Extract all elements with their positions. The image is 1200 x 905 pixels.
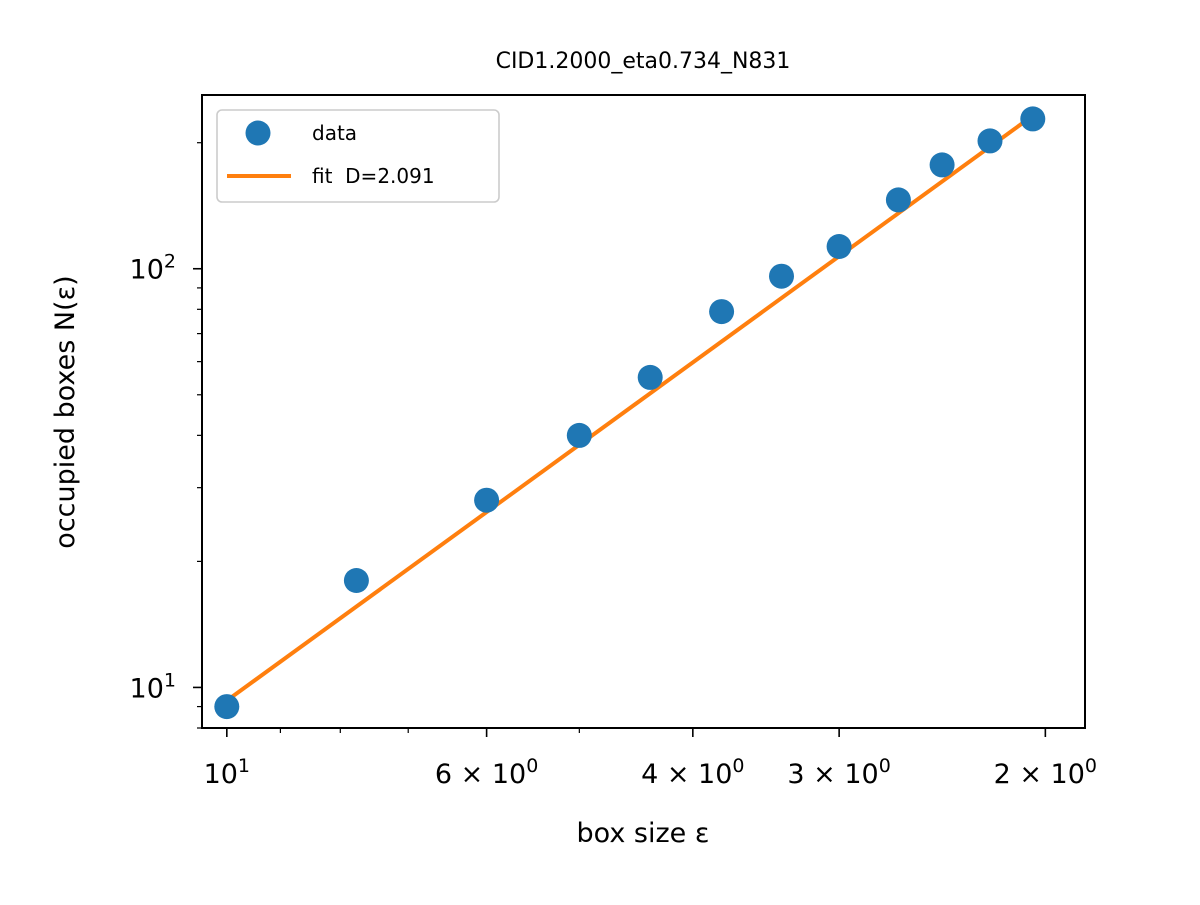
data-point [637,364,663,390]
chart-title: CID1.2000_eta0.734_N831 [496,49,791,74]
fit-line [224,112,1036,704]
data-point [709,299,735,325]
data-point [214,694,240,720]
y-tick-label: 102 [130,251,176,286]
legend-label-fit: fit D=2.091 [312,164,435,188]
x-tick-label: 3 × 100 [787,755,890,790]
legend: data fit D=2.091 [216,109,500,203]
y-axis-label: occupied boxes N(ε) [50,275,81,548]
data-point [885,187,911,213]
legend-box [216,109,500,203]
data-point [826,234,852,259]
legend-label-data: data [312,121,357,145]
x-tick-label: 6 × 100 [435,755,538,790]
data-point [343,568,369,593]
data-point [769,263,794,289]
data-point [929,152,955,178]
x-tick-label: 101 [204,755,250,790]
x-axis-label: box size ε [577,818,710,849]
legend-marker-data [245,120,271,146]
data-point [1020,106,1046,132]
axes-frame [201,94,1086,729]
x-tick-label: 2 × 100 [994,755,1097,790]
x-tick-label: 4 × 100 [641,755,744,790]
y-tick-label: 101 [130,669,176,704]
data-point [474,487,500,513]
data-point [566,422,592,448]
data-point [977,128,1003,154]
